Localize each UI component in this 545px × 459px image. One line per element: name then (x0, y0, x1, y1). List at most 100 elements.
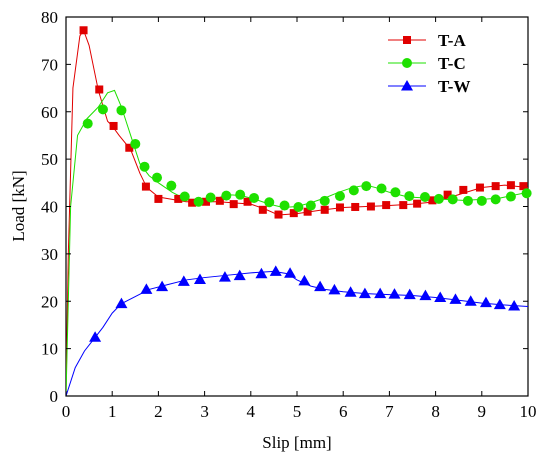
data-point-t-c (334, 191, 345, 202)
data-point-t-w (344, 286, 357, 297)
data-point-t-c (221, 190, 232, 201)
x-tick-label: 7 (385, 402, 394, 421)
data-point-t-a (154, 194, 163, 203)
data-point-t-c (130, 138, 141, 149)
data-point-t-c (193, 196, 204, 207)
data-point-t-a (79, 26, 88, 35)
data-point-t-c (376, 183, 387, 194)
data-point-t-a (201, 197, 210, 206)
tick-layer: 0 1 2 3 4 5 6 7 8 9 10 0 10 20 30 40 50 60 70 80 (41, 8, 537, 421)
data-point-t-c (490, 194, 501, 205)
data-point-t-a (229, 200, 238, 209)
x-tick-label: 4 (247, 402, 256, 421)
data-point-t-w (255, 267, 268, 279)
data-point-t-c (166, 180, 177, 191)
data-point-t-c (264, 197, 275, 208)
data-point-t-w (434, 291, 447, 302)
data-point-t-w (140, 283, 153, 294)
data-point-t-w (419, 289, 432, 301)
x-tick-label: 2 (154, 402, 163, 421)
data-point-t-w (233, 269, 246, 281)
data-point-t-c (404, 191, 415, 202)
series-line-t-c (66, 89, 528, 396)
data-point-t-c (279, 200, 290, 211)
y-tick-label: 60 (41, 103, 58, 122)
data-point-t-a (109, 121, 118, 130)
y-tick-label: 80 (41, 8, 58, 27)
data-point-t-a (215, 196, 224, 205)
data-point-t-a (188, 198, 197, 207)
legend-marker-t-a (403, 36, 411, 44)
data-point-t-w (193, 273, 206, 284)
data-point-t-c (521, 188, 532, 199)
data-point-t-w (89, 331, 102, 342)
data-point-t-c (179, 191, 190, 202)
data-point-t-a (258, 205, 267, 214)
data-point-t-w (298, 274, 311, 286)
data-point-t-a (382, 201, 391, 210)
data-point-t-c (235, 189, 246, 200)
data-point-t-c (447, 194, 458, 205)
data-point-t-a (519, 182, 528, 191)
data-point-t-c (390, 187, 401, 198)
x-tick-label: 0 (62, 402, 71, 421)
data-point-t-w (284, 267, 297, 278)
data-point-t-w (479, 296, 492, 308)
data-point-t-w (358, 287, 371, 299)
y-tick-label: 10 (41, 340, 58, 359)
x-tick-label: 10 (520, 402, 537, 421)
data-point-t-c (205, 192, 216, 203)
x-tick-label: 3 (200, 402, 209, 421)
data-point-t-c (361, 181, 372, 192)
data-point-t-a (443, 190, 452, 199)
data-point-t-w (403, 288, 416, 300)
data-point-t-c (116, 105, 127, 116)
data-point-t-a (399, 201, 408, 210)
legend-label-t-a: T-A (438, 31, 466, 50)
legend-marker-t-w (401, 80, 413, 91)
data-point-t-w (218, 271, 231, 282)
data-point-t-w (508, 299, 521, 311)
data-point-t-a (95, 85, 104, 94)
data-point-t-a (174, 194, 183, 203)
x-tick-label: 6 (339, 402, 348, 421)
data-point-t-a (506, 181, 515, 190)
y-tick-label: 20 (41, 292, 58, 311)
data-point-t-w (328, 283, 341, 295)
data-point-t-c (152, 172, 163, 183)
data-point-t-c (462, 195, 473, 206)
data-point-t-a (303, 207, 312, 216)
data-point-t-w (177, 275, 190, 286)
y-tick-label: 0 (50, 387, 59, 406)
data-point-t-c (319, 195, 330, 206)
series-line-t-w (66, 270, 528, 396)
y-tick-label: 50 (41, 150, 58, 169)
y-tick-label: 40 (41, 198, 58, 217)
data-point-t-a (351, 202, 360, 211)
x-tick-label: 1 (108, 402, 117, 421)
data-point-t-a (320, 205, 329, 214)
data-point-t-w (156, 280, 169, 292)
data-point-t-c (249, 192, 260, 203)
data-point-t-c (97, 104, 108, 115)
data-point-t-a (289, 209, 298, 218)
data-point-t-w (115, 297, 128, 309)
x-tick-label: 9 (478, 402, 487, 421)
y-tick-label: 30 (41, 245, 58, 264)
data-point-t-c (305, 200, 316, 211)
data-point-t-a (428, 196, 437, 205)
data-point-t-a (413, 199, 422, 208)
legend: T-A T-C T-W (388, 31, 470, 96)
data-point-t-c (82, 118, 93, 129)
data-point-t-a (475, 183, 484, 192)
data-point-t-a (274, 210, 283, 219)
x-tick-label: 5 (293, 402, 302, 421)
legend-marker-t-c (402, 58, 412, 68)
data-point-t-c (419, 192, 430, 203)
data-point-t-w (388, 288, 401, 299)
data-point-t-w (464, 295, 477, 306)
data-point-t-w (374, 287, 387, 299)
data-point-t-w (493, 298, 506, 310)
data-point-t-w (269, 265, 282, 276)
